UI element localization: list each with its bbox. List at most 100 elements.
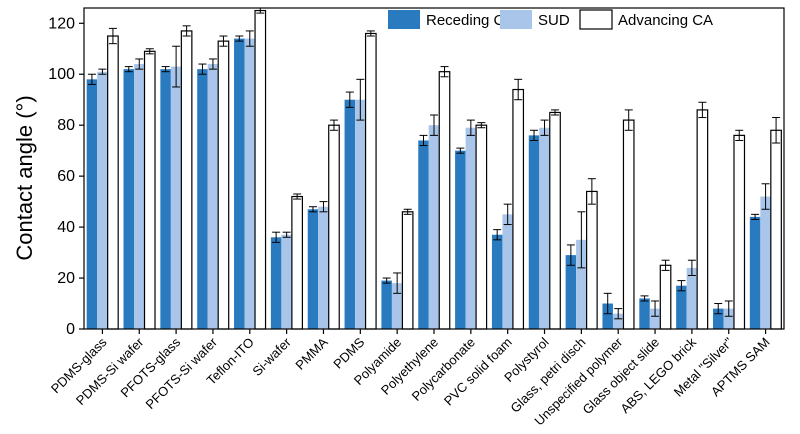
bar-sud-si-wafer <box>281 234 292 329</box>
error-bar-receding-ca-aptms-sam <box>751 213 760 220</box>
bar-receding-ca-teflon-ito <box>234 38 245 329</box>
bar-sud-unspecified-polymer <box>612 313 624 329</box>
bar-sud-pfots-glass <box>170 66 182 329</box>
bar-advancing-ca-polystyrol <box>549 111 561 330</box>
error-bar-receding-ca-unspecified-polymer <box>603 292 612 315</box>
error-bar-receding-ca-teflon-ito <box>235 35 244 42</box>
error-bar-advancing-ca-pmma <box>329 119 338 131</box>
bar-receding-ca-polyethylene <box>418 140 429 329</box>
bar-sud-pfots-si-wafer <box>207 64 219 330</box>
bar-advancing-ca-aptms-sam <box>770 129 782 330</box>
bar-sud-polyamide <box>391 283 403 329</box>
error-bar-receding-ca-pdms-glass <box>87 73 96 85</box>
bar-sud-metal-silver <box>723 308 734 329</box>
error-bar-advancing-ca-polyethylene <box>440 66 449 78</box>
error-bar-advancing-ca-pvc-solid-foam <box>514 78 523 101</box>
bar-advancing-ca-pfots-si-wafer <box>217 40 230 330</box>
bar-receding-ca-pfots-glass <box>160 69 171 330</box>
error-bar-advancing-ca-polyamide <box>403 208 412 215</box>
bar-sud-pdms-si-wafer <box>134 64 145 330</box>
error-bar-receding-ca-pdms <box>345 91 354 108</box>
y-tick-label: 120 <box>48 15 75 32</box>
error-bar-receding-ca-pdms-si-wafer <box>124 66 133 73</box>
bar-advancing-ca-unspecified-polymer <box>622 119 635 330</box>
bar-receding-ca-pmma <box>307 209 319 329</box>
bar-advancing-ca-pvc-solid-foam <box>512 88 525 330</box>
bar-receding-ca-unspecified-polymer <box>602 303 613 329</box>
bar-advancing-ca-polycarbonate <box>475 124 488 330</box>
error-bar-advancing-ca-pfots-glass <box>182 25 191 37</box>
error-bar-sud-pfots-si-wafer <box>208 58 217 70</box>
bar-receding-ca-glass-petri-disch <box>565 255 577 329</box>
bar-sud-polyethylene <box>428 125 440 329</box>
bar-advancing-ca-polyamide <box>401 211 414 330</box>
error-bar-receding-ca-polystyrol <box>530 129 539 141</box>
bar-receding-ca-pdms <box>344 99 356 329</box>
error-bar-receding-ca-si-wafer <box>272 231 281 243</box>
error-bar-receding-ca-pvc-solid-foam <box>493 229 502 241</box>
bar-sud-pdms <box>355 99 366 329</box>
error-bar-advancing-ca-aptms-sam <box>772 117 781 144</box>
error-bar-advancing-ca-abs-lego-brick <box>698 101 707 119</box>
bar-sud-aptms-sam <box>760 196 771 329</box>
error-bar-sud-unspecified-polymer <box>614 308 623 320</box>
error-bar-sud-si-wafer <box>282 231 291 238</box>
error-bar-sud-pmma <box>319 201 328 213</box>
error-bar-receding-ca-glass-object-slide <box>640 295 649 302</box>
bar-sud-pvc-solid-foam <box>502 214 513 329</box>
y-tick-label: 80 <box>57 117 75 134</box>
bar-receding-ca-si-wafer <box>270 237 282 329</box>
bar-receding-ca-polyamide <box>381 280 392 329</box>
error-bar-sud-pdms-si-wafer <box>135 58 144 70</box>
error-bar-receding-ca-polycarbonate <box>456 147 465 154</box>
error-bar-sud-glass-petri-disch <box>577 211 586 269</box>
error-bar-sud-pdms <box>356 78 365 121</box>
x-tick-label-pmma: PMMA <box>292 334 330 372</box>
bar-advancing-ca-glass-petri-disch <box>586 190 598 330</box>
error-bar-sud-metal-silver <box>724 300 733 317</box>
y-axis: 0 20 40 60 80 100 120 <box>48 15 84 338</box>
error-bar-receding-ca-polyamide <box>382 277 391 284</box>
error-bar-sud-polystyrol <box>540 119 549 136</box>
error-bar-sud-pdms-glass <box>98 68 107 75</box>
bar-advancing-ca-pfots-glass <box>180 30 193 330</box>
bar-receding-ca-aptms-sam <box>749 216 761 329</box>
error-bar-receding-ca-abs-lego-brick <box>677 280 686 292</box>
bar-sud-teflon-ito <box>244 38 256 329</box>
bar-sud-polycarbonate <box>465 127 477 329</box>
error-bar-advancing-ca-metal-silver <box>735 129 744 141</box>
bar-receding-ca-abs-lego-brick <box>676 285 687 329</box>
bar-sud-pmma <box>318 206 329 329</box>
error-bar-advancing-ca-glass-petri-disch <box>587 178 596 205</box>
bar-advancing-ca-pdms-si-wafer <box>143 50 156 330</box>
bar-advancing-ca-pdms <box>364 32 377 330</box>
error-bar-advancing-ca-polycarbonate <box>477 122 486 129</box>
error-bar-sud-abs-lego-brick <box>687 259 696 276</box>
error-bar-sud-pvc-solid-foam <box>503 203 512 226</box>
bar-advancing-ca-glass-object-slide <box>659 264 672 330</box>
bar-sud-polystyrol <box>539 127 550 329</box>
legend: Receding CA SUD Advancing CA <box>388 9 713 30</box>
error-bar-receding-ca-metal-silver <box>714 303 723 315</box>
bar-advancing-ca-polyethylene <box>438 71 451 330</box>
error-bar-sud-polyamide <box>393 272 402 294</box>
bars-layer <box>86 9 782 330</box>
error-bar-advancing-ca-pdms-si-wafer <box>145 48 154 55</box>
error-bar-advancing-ca-pfots-si-wafer <box>219 35 228 47</box>
error-bar-sud-teflon-ito <box>245 30 254 47</box>
error-bar-receding-ca-pfots-si-wafer <box>198 63 207 75</box>
error-bar-receding-ca-glass-petri-disch <box>566 244 575 266</box>
y-tick-label: 0 <box>66 321 75 338</box>
bar-advancing-ca-pmma <box>328 124 340 330</box>
x-tick-label-si-wafer: Si-wafer <box>249 334 294 379</box>
error-bar-advancing-ca-si-wafer <box>293 193 302 200</box>
bar-sud-pdms-glass <box>97 71 108 329</box>
bar-receding-ca-pfots-si-wafer <box>197 69 208 330</box>
y-tick-label: 20 <box>57 270 75 287</box>
y-tick-label: 100 <box>48 66 75 83</box>
bar-sud-glass-petri-disch <box>576 239 587 329</box>
error-bar-receding-ca-pmma <box>308 206 317 213</box>
legend-label-advancing-ca: Advancing CA <box>618 12 713 29</box>
